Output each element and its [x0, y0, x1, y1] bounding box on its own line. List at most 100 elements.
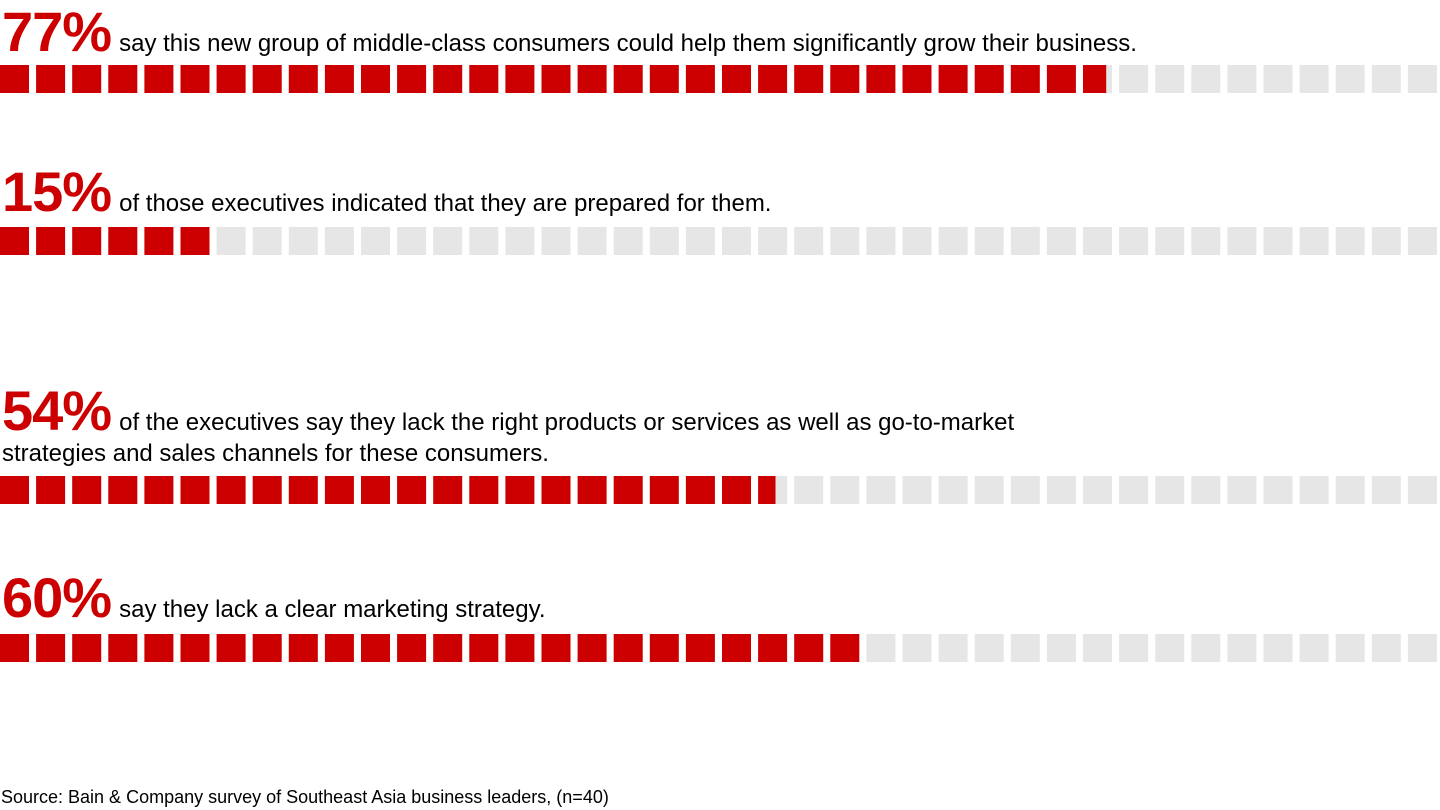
waffle-cell-empty [794, 476, 824, 504]
waffle-cell-empty [397, 227, 427, 255]
waffle-cell-filled [469, 65, 499, 93]
waffle-cell-empty [541, 227, 571, 255]
waffle-cell-empty [794, 227, 824, 255]
waffle-cell-filled [36, 476, 66, 504]
waffle-cell-filled [288, 634, 318, 662]
waffle-cell-empty [1083, 634, 1112, 662]
stat-description: of the executives say they lack the righ… [2, 409, 1015, 467]
waffle-cell-filled [180, 227, 210, 255]
waffle-cell-filled [974, 65, 1004, 93]
waffle-cell-empty [1407, 65, 1437, 93]
waffle-cell-empty [252, 227, 282, 255]
waffle-cell-empty [1371, 227, 1401, 255]
stat-percentage: 77% [2, 0, 112, 63]
waffle-cell-empty [613, 227, 643, 255]
stat-percentage: 54% [2, 379, 112, 442]
waffle-cell-filled [72, 634, 102, 662]
waffle-cell-empty [1155, 227, 1185, 255]
waffle-cell-empty [866, 227, 896, 255]
stat-text: 54% of the executives say they lack the r… [2, 383, 1112, 469]
waffle-cell-empty [216, 227, 246, 255]
waffle-cell-filled [685, 634, 715, 662]
waffle-cell-filled [1083, 65, 1107, 93]
waffle-cell-empty [1155, 476, 1185, 504]
waffle-cell-filled [0, 65, 29, 93]
waffle-cell-filled [72, 65, 102, 93]
stat-description: of those executives indicated that they … [119, 190, 772, 217]
waffle-cell-empty [1407, 634, 1437, 662]
waffle-cell-empty [1263, 65, 1293, 93]
waffle-cell-filled [216, 65, 246, 93]
waffle-cell-empty [433, 227, 463, 255]
waffle-cell-empty [1119, 634, 1149, 662]
waffle-cell-empty [1010, 476, 1040, 504]
waffle-cell-empty [1227, 65, 1257, 93]
waffle-cell-filled [758, 65, 788, 93]
waffle-cell-empty [1227, 227, 1257, 255]
waffle-cell-empty [1083, 476, 1112, 504]
waffle-bar [0, 227, 1437, 255]
waffle-cell-filled [541, 65, 571, 93]
waffle-cell-empty [1335, 227, 1365, 255]
waffle-cell-empty [1155, 634, 1185, 662]
waffle-cell-filled [758, 634, 788, 662]
waffle-cell-empty [1407, 227, 1437, 255]
waffle-cell-filled [505, 476, 535, 504]
waffle-cell-filled [324, 634, 354, 662]
waffle-cell-empty [902, 227, 932, 255]
waffle-cell-filled [613, 65, 643, 93]
waffle-cell-filled [108, 634, 138, 662]
waffle-cell-empty [758, 227, 788, 255]
waffle-cell-empty [1371, 65, 1401, 93]
waffle-cell-empty [577, 227, 607, 255]
waffle-cell-filled [685, 65, 715, 93]
stat-text: 77% say this new group of middle-class co… [2, 4, 1202, 60]
waffle-cell-filled [505, 65, 535, 93]
waffle-cell-filled [830, 634, 860, 662]
waffle-cell-filled [469, 634, 499, 662]
waffle-cell-filled [685, 476, 715, 504]
waffle-cell-filled [541, 634, 571, 662]
waffle-cell-filled [252, 634, 282, 662]
waffle-cell-filled [361, 65, 390, 93]
waffle-cell-empty [1371, 634, 1401, 662]
stat-text: 15% of those executives indicated that th… [2, 164, 1202, 220]
waffle-cell-filled [433, 65, 463, 93]
waffle-cell-empty [1335, 476, 1365, 504]
waffle-cell-filled [361, 476, 390, 504]
waffle-cell-empty [722, 227, 751, 255]
waffle-cell-filled [72, 227, 102, 255]
waffle-cell-empty [866, 634, 896, 662]
waffle-cell-empty [649, 227, 679, 255]
waffle-cell-empty [361, 227, 390, 255]
waffle-cell-filled [649, 65, 679, 93]
waffle-cell-filled [324, 476, 354, 504]
stat-percentage: 15% [2, 160, 112, 223]
waffle-cell-empty [1155, 65, 1185, 93]
waffle-cell-empty [1046, 634, 1076, 662]
waffle-cell-empty [288, 227, 318, 255]
waffle-cell-filled [1010, 65, 1040, 93]
waffle-cell-empty [1335, 634, 1365, 662]
waffle-cell-filled [72, 476, 102, 504]
waffle-cell-filled [36, 227, 66, 255]
waffle-cell-filled [397, 65, 427, 93]
waffle-cell-filled [794, 65, 824, 93]
source-note: Source: Bain & Company survey of Southea… [1, 787, 609, 807]
waffle-cell-empty [938, 634, 968, 662]
waffle-cell-filled [324, 65, 354, 93]
waffle-cell-empty [1010, 634, 1040, 662]
waffle-cell-empty [1010, 227, 1040, 255]
waffle-cell-filled [180, 476, 210, 504]
stat-text: 60% say they lack a clear marketing strat… [2, 570, 1202, 626]
waffle-cell-filled [144, 65, 174, 93]
waffle-cell-filled [397, 634, 427, 662]
waffle-cell-filled [36, 634, 66, 662]
waffle-cell-empty [1046, 476, 1076, 504]
waffle-cell-empty [1083, 227, 1112, 255]
waffle-cell-empty [902, 476, 932, 504]
waffle-bar [0, 476, 1437, 504]
waffle-cell-empty [1299, 634, 1329, 662]
waffle-cell-filled [0, 634, 29, 662]
stat-description: say they lack a clear marketing strategy… [119, 596, 546, 623]
